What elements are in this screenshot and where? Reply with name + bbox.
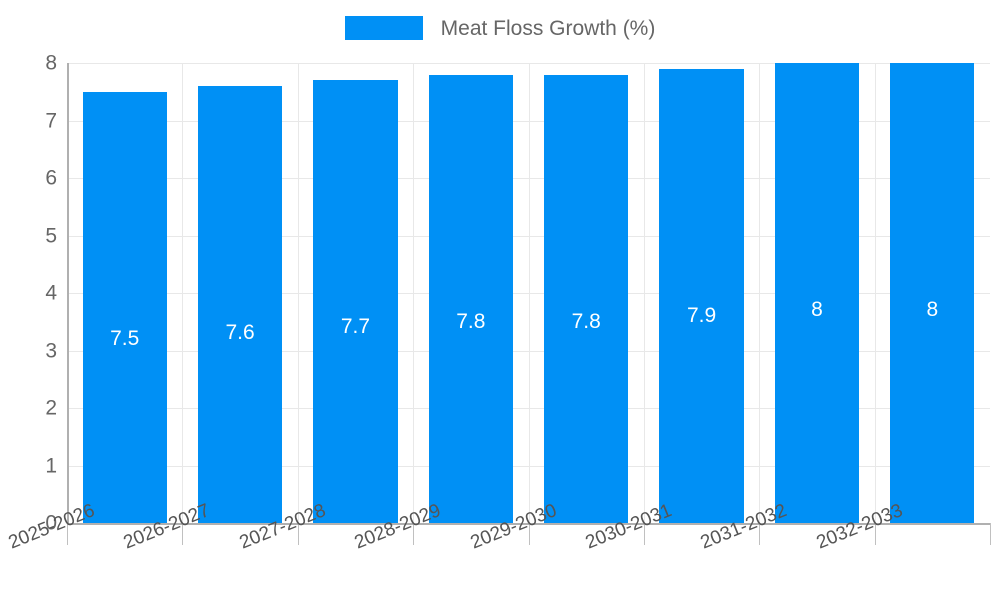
gridline-vertical [644,63,645,523]
y-axis-tick-label: 8 [45,51,57,75]
x-axis-tick-mark [874,523,876,545]
bar[interactable]: 7.9 [659,68,744,523]
gridline-horizontal [67,350,990,352]
bar-value-label: 8 [926,298,939,321]
gridline-horizontal [67,465,990,467]
gridline-vertical [759,63,760,523]
x-axis-tick-mark [413,523,415,545]
gridline-vertical [182,63,183,523]
y-axis-tick-label: 5 [45,224,57,247]
chart-legend: Meat Floss Growth (%) [0,10,1000,46]
y-axis-tick-label: 4 [45,281,57,305]
bar-value-label: 7.8 [456,309,486,333]
y-axis-tick-label: 3 [45,339,57,362]
y-axis-tick-label: 1 [45,454,57,477]
gridline-vertical [875,63,876,523]
gridline-horizontal [67,63,990,64]
y-axis-tick-label: 0 [45,511,57,535]
x-axis-tick-mark [990,523,991,545]
bar[interactable]: 7.8 [544,74,629,523]
gridline-horizontal [67,235,990,237]
gridline-horizontal [67,120,990,122]
x-axis-tick-mark [528,523,530,545]
bar-value-label: 7.9 [686,303,717,327]
bar[interactable]: 7.5 [82,91,167,523]
bar-value-label: 7.5 [110,326,140,350]
gridline-vertical [298,63,299,523]
bar[interactable]: 7.8 [428,74,513,523]
x-axis-tick-mark [67,523,68,545]
x-axis-tick-mark [643,523,645,545]
gridline-vertical [413,63,414,523]
x-axis-tick-mark [297,523,299,545]
bar-value-label: 7.8 [571,309,601,333]
bar-value-label: 7.6 [225,321,255,344]
legend-item-meat-floss-growth[interactable]: Meat Floss Growth (%) [344,16,656,40]
y-axis-line [67,63,69,524]
bar[interactable]: 8 [890,63,975,523]
bar-value-label: 7.7 [340,315,371,339]
legend-label: Meat Floss Growth (%) [440,16,656,40]
bar[interactable]: 7.7 [313,80,398,523]
plot-area [67,63,990,524]
gridline-horizontal [67,293,990,294]
gridline-vertical [529,63,530,523]
bar-value-label: 8 [811,298,823,321]
bar[interactable]: 7.6 [197,86,283,523]
x-axis-tick-mark [182,523,184,545]
bar[interactable]: 8 [774,63,860,523]
x-axis-tick-mark [759,523,761,545]
legend-swatch-icon [344,16,423,40]
y-axis-tick-label: 6 [45,166,57,190]
y-axis-tick-label: 7 [45,109,57,132]
y-axis-tick-label: 2 [45,396,57,420]
bars-layer: 7.5 7.6 7.7 7.8 7.8 7.9 8 8 [67,63,990,523]
y-axis-labels: 0 1 2 3 4 5 6 7 8 [0,0,57,600]
gridline-horizontal [67,408,990,409]
gridline-horizontal [67,178,990,179]
